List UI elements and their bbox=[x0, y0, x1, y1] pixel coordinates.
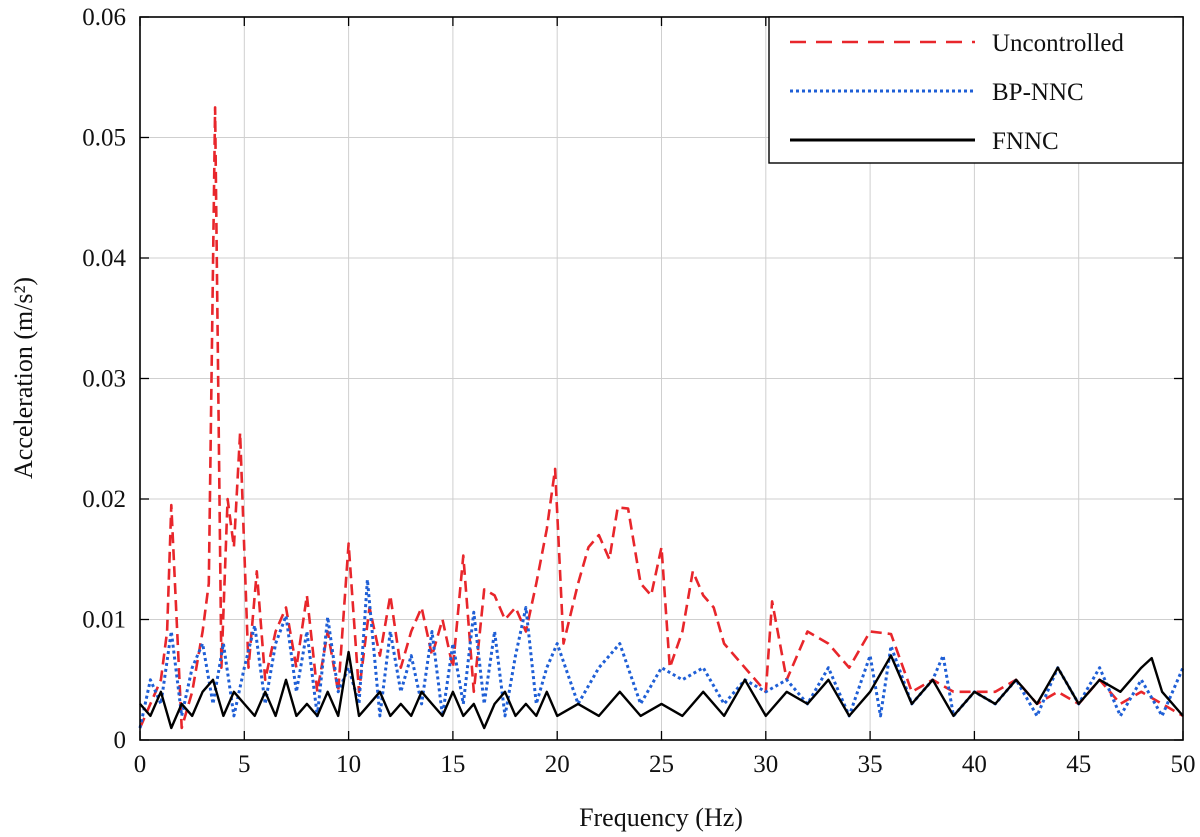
series-line-uncontrolled bbox=[138, 106, 1184, 730]
y-tick-label: 0.03 bbox=[82, 366, 126, 393]
legend-label-fnnc: FNNC bbox=[992, 128, 1059, 155]
y-tick-label: 0.04 bbox=[82, 245, 126, 272]
x-axis-ticks: 0 5 10 15 20 25 30 35 40 45 50 bbox=[134, 17, 1196, 778]
y-tick-label: 0 bbox=[114, 727, 127, 754]
series-line-fnnc bbox=[139, 650, 1184, 730]
y-tick-label: 0.06 bbox=[82, 4, 126, 31]
legend-label-uncontrolled: Uncontrolled bbox=[992, 30, 1124, 57]
y-tick-label: 0.05 bbox=[82, 125, 126, 152]
x-tick-label: 50 bbox=[1171, 751, 1196, 778]
legend: Uncontrolled BP-NNC FNNC bbox=[768, 16, 1184, 164]
x-tick-label: 45 bbox=[1066, 751, 1091, 778]
series-line-bp-nnc bbox=[138, 578, 1185, 729]
x-tick-label: 10 bbox=[336, 751, 361, 778]
x-tick-label: 30 bbox=[753, 751, 778, 778]
x-tick-label: 40 bbox=[962, 751, 987, 778]
y-tick-label: 0.02 bbox=[82, 486, 126, 513]
x-tick-label: 15 bbox=[440, 751, 465, 778]
x-tick-label: 35 bbox=[858, 751, 883, 778]
legend-label-bp-nnc: BP-NNC bbox=[992, 79, 1084, 106]
y-axis-label: Acceleration (m/s²) bbox=[9, 277, 38, 479]
x-tick-label: 5 bbox=[238, 751, 251, 778]
y-axis-ticks: 0 0.01 0.02 0.03 0.04 0.05 0.06 bbox=[82, 4, 1183, 754]
x-tick-label: 0 bbox=[134, 751, 147, 778]
series-layer bbox=[138, 106, 1185, 730]
x-tick-label: 20 bbox=[545, 751, 570, 778]
x-tick-label: 25 bbox=[649, 751, 674, 778]
y-tick-label: 0.01 bbox=[82, 607, 126, 634]
x-axis-label: Frequency (Hz) bbox=[579, 803, 743, 832]
